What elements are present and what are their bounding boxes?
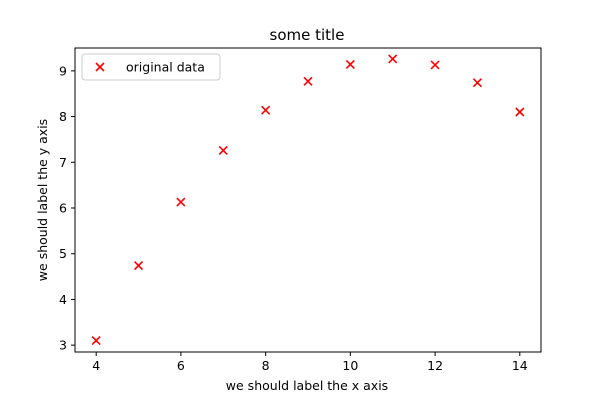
x-axis-ticks: 4 6 8 10 12 14 xyxy=(92,352,528,373)
x-axis-label: we should label the x axis xyxy=(226,378,388,393)
x-tick-label: 8 xyxy=(262,358,270,373)
legend-marker-x xyxy=(95,62,105,72)
data-point xyxy=(218,145,228,155)
y-tick-label: 6 xyxy=(59,201,67,216)
data-point xyxy=(472,78,483,88)
y-axis-ticks: 3 4 5 6 7 8 9 xyxy=(59,63,75,353)
legend-label: original data xyxy=(126,60,205,75)
legend: original data xyxy=(81,53,221,81)
y-tick-label: 9 xyxy=(59,63,67,78)
x-tick-label: 6 xyxy=(177,358,185,373)
y-tick-label: 8 xyxy=(59,109,67,124)
data-point xyxy=(345,59,355,70)
y-tick-label: 4 xyxy=(59,292,67,307)
data-point xyxy=(133,261,144,271)
y-tick-label: 5 xyxy=(59,246,67,261)
y-axis-label: we should label the y axis xyxy=(35,119,50,281)
chart-title: some title xyxy=(270,26,345,44)
x-tick-label: 12 xyxy=(427,358,443,373)
data-point xyxy=(261,105,271,115)
data-points xyxy=(91,54,525,346)
plot-area-frame xyxy=(74,47,542,353)
data-point xyxy=(515,107,525,117)
data-point xyxy=(176,197,186,207)
data-point xyxy=(430,60,440,70)
y-tick-label: 3 xyxy=(59,338,67,353)
x-tick-label: 14 xyxy=(512,358,528,373)
y-tick-label: 7 xyxy=(59,155,67,170)
data-point xyxy=(388,54,398,64)
x-tick-label: 10 xyxy=(342,358,358,373)
data-point xyxy=(303,76,313,86)
legend-box xyxy=(81,53,221,81)
x-tick-label: 4 xyxy=(92,358,100,373)
data-point xyxy=(91,336,101,346)
